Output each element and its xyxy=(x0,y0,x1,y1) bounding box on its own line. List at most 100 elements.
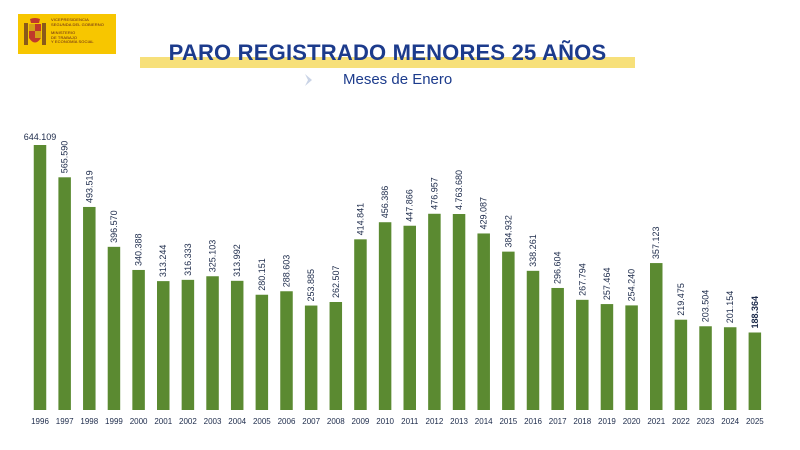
x-tick-label: 1997 xyxy=(56,417,74,426)
bar-2016 xyxy=(526,270,540,410)
logo-text-line: MINISTERIO xyxy=(51,30,76,36)
bar-2022 xyxy=(674,319,688,410)
data-label: 288.603 xyxy=(282,255,292,288)
data-label: 396.570 xyxy=(109,210,119,243)
bar-2009 xyxy=(354,239,367,410)
data-label: 313.244 xyxy=(158,245,168,278)
bar-2014 xyxy=(477,233,490,410)
x-tick-label: 2023 xyxy=(697,417,715,426)
data-label: 384.932 xyxy=(503,215,513,248)
bar-2012 xyxy=(428,213,441,410)
bar-2013 xyxy=(452,214,466,410)
x-tick-label: 2014 xyxy=(475,417,493,426)
data-label: 338.261 xyxy=(528,234,538,267)
data-label: 565.590 xyxy=(60,141,70,174)
data-label: 280.151 xyxy=(257,258,267,291)
data-label: 219.475 xyxy=(676,283,686,316)
data-label: 257.464 xyxy=(602,268,612,301)
x-tick-label: 2008 xyxy=(327,417,345,426)
x-tick-label: 2016 xyxy=(524,417,542,426)
logo-text-line: VICEPRESIDENCIA xyxy=(51,17,89,22)
bar-2007 xyxy=(304,305,318,410)
bar-2003 xyxy=(206,276,219,410)
bar-2015 xyxy=(502,251,515,410)
data-label: 456.386 xyxy=(380,186,390,219)
data-label: 188.364 xyxy=(750,296,760,329)
bar-2023 xyxy=(699,326,712,410)
x-tick-label: 2004 xyxy=(228,417,246,426)
title-highlight-band xyxy=(140,57,635,68)
data-label: 253.885 xyxy=(306,269,316,302)
x-tick-label: 2001 xyxy=(154,417,172,426)
data-label: 429.087 xyxy=(479,197,489,230)
bar-2001 xyxy=(157,281,170,410)
data-label: 414.841 xyxy=(355,203,365,236)
data-label: 325.103 xyxy=(208,240,218,273)
x-tick-label: 2017 xyxy=(549,417,567,426)
data-label: 267.794 xyxy=(577,263,587,296)
bar-2018 xyxy=(576,299,589,410)
x-tick-label: 2006 xyxy=(278,417,296,426)
data-label: 476.957 xyxy=(429,177,439,210)
bar-1996 xyxy=(33,145,47,410)
x-tick-label: 2010 xyxy=(376,417,394,426)
x-tick-label: 2024 xyxy=(721,417,739,426)
data-label: 493.519 xyxy=(84,170,94,203)
chevron-right-icon xyxy=(305,74,312,86)
data-label: 201.154 xyxy=(725,291,735,324)
bar-2008 xyxy=(329,302,343,410)
bar-2004 xyxy=(230,280,244,410)
government-logo: VICEPRESIDENCIA SEGUNDA DEL GOBIERNO MIN… xyxy=(18,14,116,54)
bar-2017 xyxy=(551,287,564,410)
x-tick-label: 2021 xyxy=(647,417,665,426)
x-tick-label: 2000 xyxy=(130,417,148,426)
data-label: 254.240 xyxy=(627,269,637,302)
x-tick-label: 2005 xyxy=(253,417,271,426)
chart-subtitle: Meses de Enero xyxy=(343,71,453,88)
bar-1997 xyxy=(58,177,71,410)
data-label: 357.123 xyxy=(651,227,661,260)
bar-2010 xyxy=(378,222,392,410)
x-tick-label: 2015 xyxy=(499,417,517,426)
x-tick-label: 2019 xyxy=(598,417,616,426)
data-label: 340.388 xyxy=(134,233,144,266)
chart-title: PARO REGISTRADO MENORES 25 AÑOS xyxy=(168,40,607,65)
x-tick-label: 2012 xyxy=(426,417,444,426)
data-label: 644.109 xyxy=(24,132,57,142)
logo-text-line: Y ECONOMÍA SOCIAL xyxy=(51,39,94,45)
logo-text-line: SEGUNDA DEL GOBIERNO xyxy=(51,21,104,27)
data-label: 203.504 xyxy=(701,290,711,323)
x-tick-label: 2018 xyxy=(573,417,591,426)
x-tick-label: 2003 xyxy=(204,417,222,426)
x-tick-label: 1998 xyxy=(80,417,98,426)
bar-2020 xyxy=(625,305,638,410)
x-tick-label: 2025 xyxy=(746,417,764,426)
bar-2006 xyxy=(280,291,293,410)
x-tick-label: 2007 xyxy=(302,417,320,426)
bar-2024 xyxy=(723,327,737,410)
data-label: 313.992 xyxy=(232,244,242,277)
data-label: 296.604 xyxy=(553,251,563,284)
bar-1998 xyxy=(83,206,96,410)
data-label: 316.333 xyxy=(183,243,193,276)
bar-1999 xyxy=(107,246,121,410)
bar-2002 xyxy=(181,279,195,410)
data-label: 262.507 xyxy=(331,265,341,298)
x-tick-label: 2002 xyxy=(179,417,197,426)
bar-2005 xyxy=(255,294,269,410)
coat-of-arms-icon xyxy=(24,18,46,45)
data-label: 4.763.680 xyxy=(454,170,464,210)
x-tick-label: 2013 xyxy=(450,417,468,426)
x-tick-label: 1996 xyxy=(31,417,49,426)
x-tick-label: 2022 xyxy=(672,417,690,426)
bar-2011 xyxy=(403,225,416,410)
bar-2000 xyxy=(132,269,145,410)
x-tick-label: 2011 xyxy=(401,417,419,426)
bar-2025 xyxy=(748,332,762,410)
x-tick-label: 1999 xyxy=(105,417,123,426)
x-tick-label: 2020 xyxy=(623,417,641,426)
bar-2021 xyxy=(650,263,663,410)
data-label: 447.866 xyxy=(405,189,415,222)
bar-2019 xyxy=(600,304,614,410)
